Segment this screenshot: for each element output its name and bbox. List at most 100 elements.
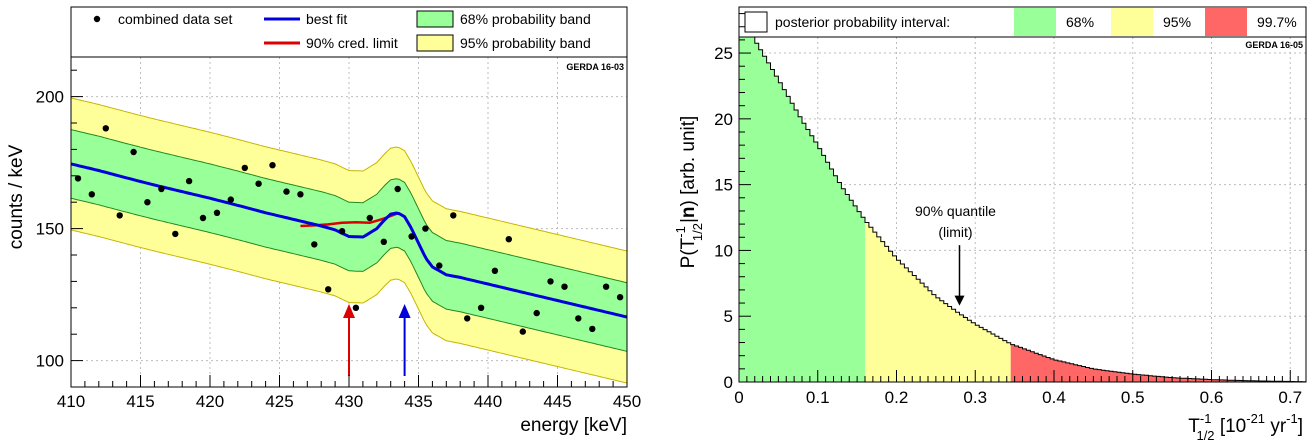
data-point [255, 180, 262, 187]
legend-left: combined data set best fit 90% cred. limit… [70, 6, 628, 58]
posterior-intervals [739, 14, 1306, 382]
legend-box-left [70, 6, 628, 58]
x-axis-label-right: T-1 1/2 [10-21 yr-1] [1188, 411, 1303, 441]
data-point [325, 286, 332, 293]
legend-right: posterior probability interval: 68% 95% 99.… [738, 6, 1307, 38]
legend-swatch-68 [416, 10, 454, 28]
y-axis-label-right: P(T-1 1/2|n) [arb. unit] [673, 116, 705, 269]
legend-label-68: 68% [1066, 14, 1094, 30]
data-point [477, 304, 485, 311]
data-point [283, 188, 290, 195]
x-tick-label: 0.7 [1278, 388, 1302, 407]
y-tick-label: 0 [724, 373, 733, 392]
legend-swatch-99-7 [1205, 8, 1247, 36]
legend-label-99-7: 99.7% [1257, 14, 1297, 30]
data-point [575, 315, 582, 322]
data-point [172, 230, 179, 238]
data-point [505, 236, 512, 243]
x-tick-label: 420 [196, 392, 224, 411]
x-tick-label: 430 [335, 392, 363, 411]
chart-posterior: 90% quantile (limit) posterior probabilit… [673, 6, 1307, 441]
annotation-line-1: 90% quantile [915, 203, 996, 219]
data-point [519, 328, 526, 335]
y-tick-label: 150 [36, 220, 64, 239]
data-point [352, 304, 360, 311]
interval-68 [739, 14, 865, 382]
data-point [213, 209, 221, 216]
quantile-annotation: 90% quantile (limit) [915, 203, 996, 306]
legend-swatch-95 [416, 34, 454, 52]
legend-title-right: posterior probability interval: [775, 14, 950, 30]
data-point [602, 283, 610, 290]
data-point [297, 191, 304, 198]
legend-swatch-posterior [744, 11, 768, 33]
interval-95 [865, 222, 1011, 382]
data-point [436, 262, 443, 269]
data-point [227, 196, 234, 203]
y-tick-label: 25 [714, 44, 733, 63]
data-point [102, 125, 110, 132]
data-point [450, 212, 457, 219]
data-point [464, 315, 471, 322]
axis-ticks-right: 0 0.1 0.2 0.3 0.4 0.5 0.6 0.7 0 5 10 15 20 25 [714, 13, 1307, 407]
data-point [88, 191, 96, 198]
x-tick-label: 410 [57, 392, 85, 411]
y-tick-label: 20 [714, 110, 733, 129]
data-point [491, 267, 499, 274]
posterior-step-line [738, 14, 1306, 383]
legend-marker-data [93, 15, 101, 23]
x-tick-label: 445 [543, 392, 571, 411]
legend-label-limit: 90% cred. limit [306, 35, 398, 51]
data-point [130, 148, 137, 156]
legend-swatch-95 [1111, 8, 1153, 36]
legend-label-95: 95% [1163, 14, 1191, 30]
x-axis-label-left: energy [keV] [520, 415, 627, 436]
x-tick-label: 0.3 [963, 388, 987, 407]
data-point [547, 278, 554, 285]
data-point [338, 228, 346, 235]
y-tick-label: 10 [714, 241, 733, 260]
peak-arrows [343, 304, 411, 376]
interval-99-7 [1010, 344, 1306, 382]
legend-label-95: 95% probability band [460, 35, 591, 51]
data-point [616, 294, 624, 301]
annotation-arrow-head [954, 295, 965, 306]
figure-tag-left: GERDA 16-03 [566, 62, 624, 72]
x-tick-label: 0.2 [885, 388, 909, 407]
legend-label-data: combined data set [118, 11, 233, 27]
red-arrow [343, 304, 355, 318]
y-tick-label: 100 [36, 352, 64, 371]
data-point [241, 164, 248, 172]
data-point [311, 241, 318, 248]
data-point [422, 225, 429, 232]
y-tick-label: 15 [714, 176, 733, 195]
data-point [561, 283, 568, 290]
legend-swatch-68 [1014, 8, 1056, 36]
y-axis-label-left: counts / keV [6, 144, 27, 249]
data-point [158, 185, 165, 193]
data-point [144, 199, 151, 206]
x-tick-label: 0.6 [1200, 388, 1224, 407]
annotation-line-2: (limit) [938, 224, 972, 240]
data-point [408, 233, 415, 240]
x-tick-label: 0.1 [806, 388, 830, 407]
data-point [589, 325, 596, 333]
figure-tag-right: GERDA 16-05 [1245, 40, 1303, 50]
probability-bands [71, 97, 627, 384]
data-point [366, 214, 373, 222]
x-tick-label: 0 [734, 388, 743, 407]
data-point [269, 162, 276, 169]
legend-label-68: 68% probability band [460, 11, 591, 27]
data-point [199, 214, 207, 222]
data-point [74, 175, 82, 182]
legend-label-fit: best fit [306, 11, 347, 27]
data-point [380, 238, 387, 245]
axis-ticks-left: 410 415 420 425 430 435 440 445 450 100 150 200 [36, 69, 641, 411]
data-point [533, 309, 540, 317]
x-tick-label: 0.5 [1121, 388, 1145, 407]
x-tick-label: 415 [126, 392, 154, 411]
blue-arrow [398, 304, 411, 318]
x-tick-label: 425 [265, 392, 293, 411]
y-tick-label: 200 [36, 88, 64, 107]
